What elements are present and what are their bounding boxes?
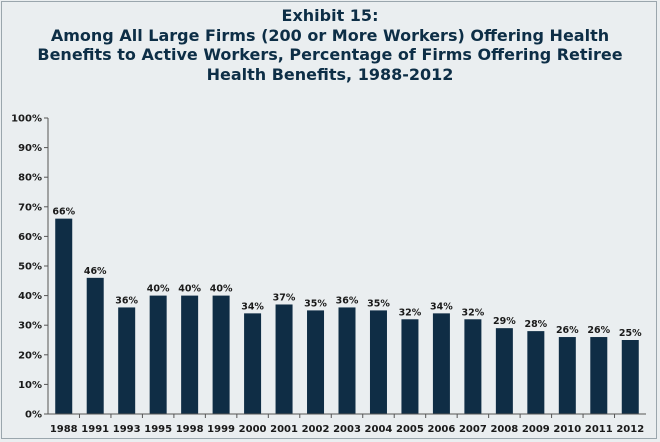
y-tick-label: 80%	[18, 173, 42, 184]
x-tick-label: 2012	[616, 424, 644, 435]
bar	[495, 328, 513, 414]
bar-value-label: 46%	[84, 266, 107, 277]
y-tick-label: 10%	[18, 380, 42, 391]
chart-subtitle-line-2: Benefits to Active Workers, Percentage o…	[37, 45, 623, 64]
bar-value-label: 26%	[587, 325, 610, 336]
bar	[149, 295, 167, 414]
x-tick-label: 1993	[113, 424, 141, 435]
bar-value-label: 40%	[178, 284, 201, 295]
bar	[527, 331, 545, 414]
x-tick-label: 2009	[522, 424, 550, 435]
y-tick-label: 60%	[18, 232, 42, 243]
chart-subtitle-line-3: Health Benefits, 1988-2012	[206, 64, 454, 84]
y-tick-label: 100%	[11, 114, 42, 125]
bar	[401, 319, 419, 414]
bar-value-label: 28%	[524, 319, 547, 330]
x-tick-label: 2007	[459, 424, 487, 435]
bar	[621, 340, 639, 414]
chart-title-block: Exhibit 15: Among All Large Firms (200 o…	[0, 6, 660, 84]
x-tick-label: 2005	[396, 424, 424, 435]
bar-value-label: 32%	[399, 307, 422, 318]
x-tick-label: 1998	[176, 424, 204, 435]
bar	[338, 307, 356, 414]
bar	[307, 310, 325, 414]
x-axis: 1988 1991 1993 1995 1998 1999 2000 2001 2002 2003…	[48, 413, 646, 435]
x-tick-label: 1999	[207, 424, 235, 435]
x-tick-label: 1995	[144, 424, 172, 435]
bar-value-label: 40%	[210, 284, 233, 295]
x-tick-label: 2003	[333, 424, 361, 435]
bar	[86, 277, 104, 414]
bar-value-label: 37%	[273, 292, 296, 303]
x-tick-label: 2002	[302, 424, 330, 435]
x-tick-label: 1991	[81, 424, 109, 435]
bars: 66% 46% 36% 40% 40% 40% 34% 37% 35% 36% 35% 32% 34% 3…	[52, 207, 642, 414]
x-tick-label: 2011	[585, 424, 613, 435]
y-tick-label: 70%	[18, 202, 42, 213]
chart-title: Exhibit 15:	[281, 6, 379, 25]
bar	[55, 218, 73, 414]
bar	[558, 337, 576, 414]
bar-value-label: 35%	[367, 298, 390, 309]
y-tick-label: 50%	[18, 262, 42, 273]
bar-value-label: 34%	[241, 301, 264, 312]
chart-subtitle-line-1: Among All Large Firms (200 or More Worke…	[50, 25, 610, 45]
bar-value-label: 25%	[619, 328, 642, 339]
y-axis: 0% 10% 20% 30% 40% 50% 60% 70% 80% 90% 100%	[11, 114, 49, 421]
y-tick-label: 0%	[25, 410, 42, 421]
x-tick-label: 2000	[239, 424, 267, 435]
bar	[118, 307, 136, 414]
y-tick-label: 40%	[18, 291, 42, 302]
bar-value-label: 36%	[115, 295, 138, 306]
bar-value-label: 66%	[52, 207, 75, 218]
bar	[212, 295, 230, 414]
bar-value-label: 36%	[336, 295, 359, 306]
x-tick-label: 2010	[553, 424, 581, 435]
bar-value-label: 40%	[147, 284, 170, 295]
bar-value-label: 26%	[556, 325, 579, 336]
x-tick-label: 2004	[365, 424, 393, 435]
bar	[275, 304, 293, 414]
y-tick-label: 20%	[18, 350, 42, 361]
bar	[369, 310, 387, 414]
bar-value-label: 29%	[493, 316, 516, 327]
bar	[244, 313, 262, 414]
x-tick-label: 2001	[270, 424, 298, 435]
bar-value-label: 34%	[430, 301, 453, 312]
x-tick-label: 1988	[50, 424, 78, 435]
x-tick-label: 2006	[427, 424, 455, 435]
y-tick-label: 90%	[18, 143, 42, 154]
x-tick-label: 2008	[490, 424, 518, 435]
bar	[590, 337, 608, 414]
bar	[181, 295, 199, 414]
bar	[432, 313, 450, 414]
bar-value-label: 35%	[304, 298, 327, 309]
bar-value-label: 32%	[462, 307, 485, 318]
bar	[464, 319, 482, 414]
y-tick-label: 30%	[18, 321, 42, 332]
